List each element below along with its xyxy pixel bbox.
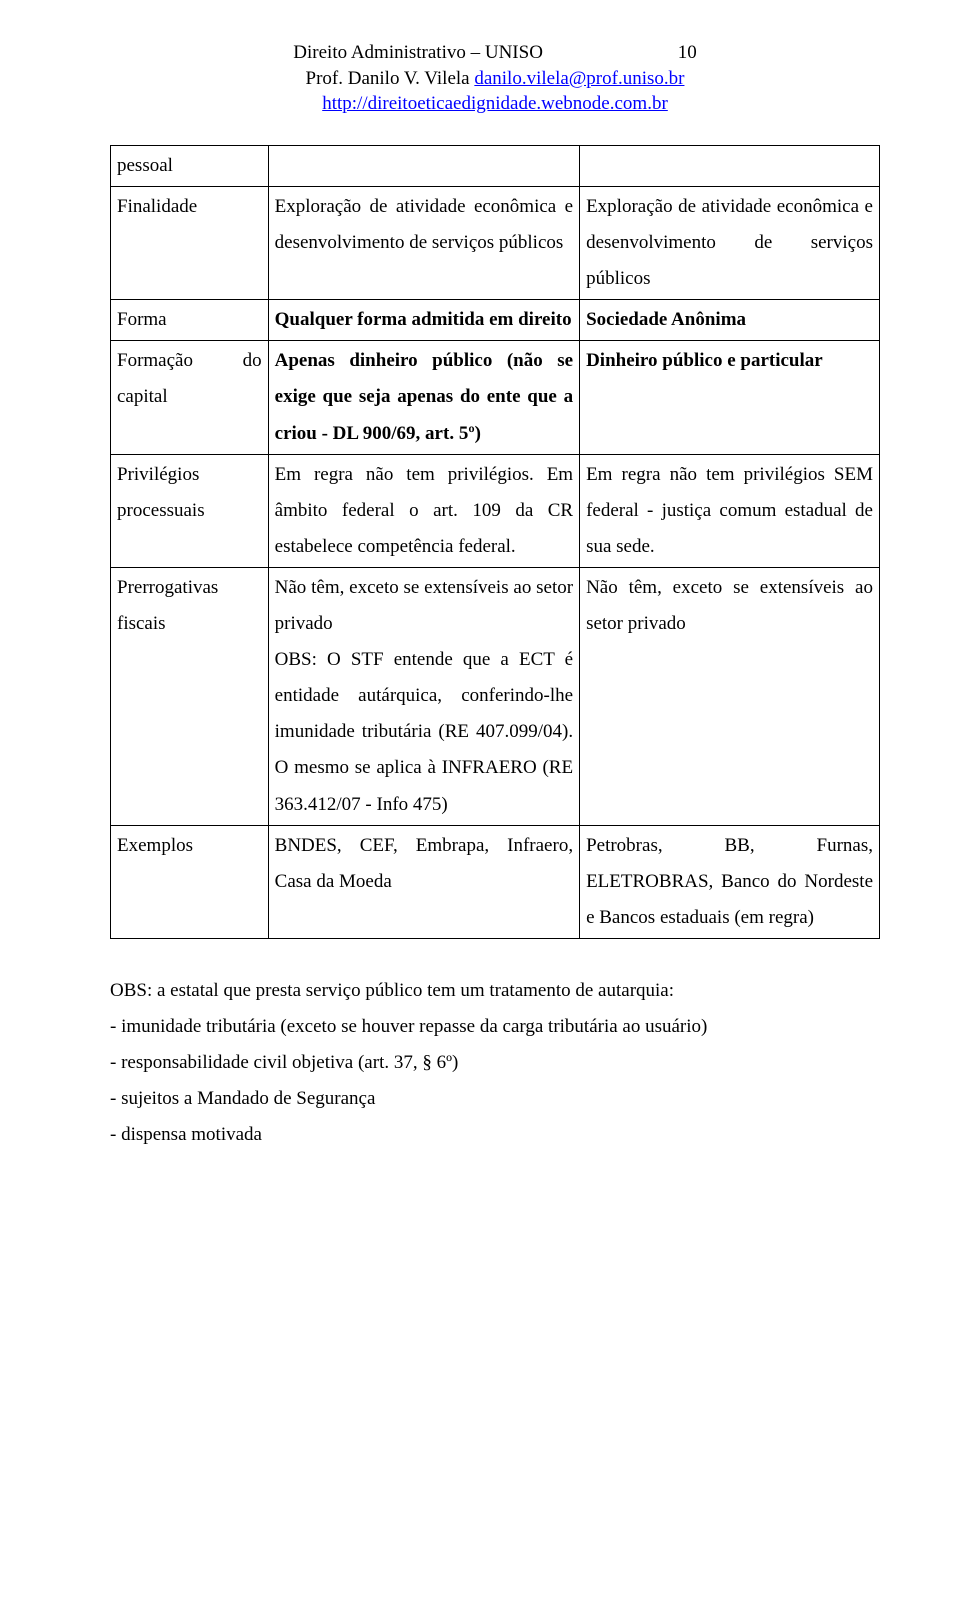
cell: Exploração de atividade econômica e dese… <box>268 187 579 300</box>
professor-name: Prof. Danilo V. Vilela <box>306 68 475 89</box>
header-line-3: http://direitoeticaedignidade.webnode.co… <box>110 91 880 117</box>
cell <box>268 145 579 186</box>
table-row: Finalidade Exploração de atividade econô… <box>111 187 880 300</box>
table-row: pessoal <box>111 145 880 186</box>
page-header: Direito Administrativo – UNISO 10 Prof. … <box>110 40 880 117</box>
table-row: Prerrogativas fiscais Não têm, exceto se… <box>111 567 880 825</box>
cell: Em regra não tem privilégios. Em âmbito … <box>268 454 579 567</box>
email-link[interactable]: danilo.vilela@prof.uniso.br <box>474 68 684 89</box>
website-link[interactable]: http://direitoeticaedignidade.webnode.co… <box>322 93 668 114</box>
table-row: Forma Qualquer forma admitida em direito… <box>111 300 880 341</box>
table-row: Formação do capital Apenas dinheiro públ… <box>111 341 880 454</box>
cell: Em regra não tem privilégios SEM federal… <box>580 454 880 567</box>
header-line-1: Direito Administrativo – UNISO 10 <box>110 40 880 66</box>
note-line: OBS: a estatal que presta serviço públic… <box>110 973 880 1009</box>
cell: Exploração de atividade econômica e dese… <box>580 187 880 300</box>
table-row: Privilégios processuais Em regra não tem… <box>111 454 880 567</box>
course-title: Direito Administrativo – UNISO <box>293 42 543 63</box>
note-line: - dispensa motivada <box>110 1117 880 1153</box>
header-line-2: Prof. Danilo V. Vilela danilo.vilela@pro… <box>110 66 880 92</box>
cell: Não têm, exceto se extensíveis ao setor … <box>580 567 880 825</box>
cell-label: pessoal <box>111 145 269 186</box>
note-line: - responsabilidade civil objetiva (art. … <box>110 1045 880 1081</box>
cell-bold: Sociedade Anônima <box>580 300 880 341</box>
cell-label: Forma <box>111 300 269 341</box>
cell-label: Privilégios processuais <box>111 454 269 567</box>
note-line: - imunidade tributária (exceto se houver… <box>110 1009 880 1045</box>
page: Direito Administrativo – UNISO 10 Prof. … <box>0 0 960 1599</box>
cell-label: Formação do capital <box>111 341 269 454</box>
cell-label: Prerrogativas fiscais <box>111 567 269 825</box>
notes-block: OBS: a estatal que presta serviço públic… <box>110 973 880 1153</box>
cell-bold: Qualquer forma admitida em direito <box>268 300 579 341</box>
cell-label: Exemplos <box>111 825 269 938</box>
cell-bold: Apenas dinheiro público (não se exige qu… <box>268 341 579 454</box>
comparison-table: pessoal Finalidade Exploração de ativida… <box>110 145 880 939</box>
cell: Petrobras, BB, Furnas, ELETROBRAS, Banco… <box>580 825 880 938</box>
cell-label: Finalidade <box>111 187 269 300</box>
table-row: Exemplos BNDES, CEF, Embrapa, Infraero, … <box>111 825 880 938</box>
page-number: 10 <box>678 40 697 66</box>
note-line: - sujeitos a Mandado de Segurança <box>110 1081 880 1117</box>
cell-bold: Dinheiro público e particular <box>580 341 880 454</box>
cell: Não têm, exceto se extensíveis ao setor … <box>268 567 579 825</box>
cell <box>580 145 880 186</box>
cell: BNDES, CEF, Embrapa, Infraero, Casa da M… <box>268 825 579 938</box>
